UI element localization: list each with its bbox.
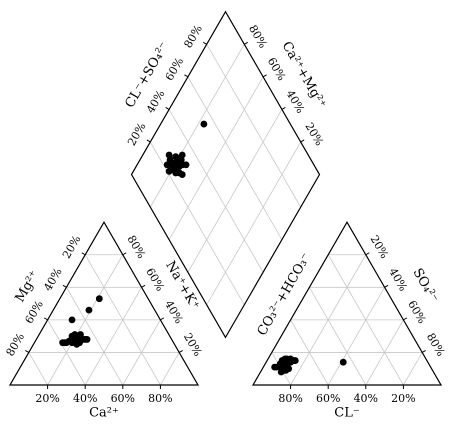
grid-line	[206, 44, 302, 208]
data-point	[178, 151, 186, 159]
tick-label: 20%	[181, 331, 204, 359]
tick-mark	[165, 106, 170, 110]
axis-title: CL⁻	[334, 406, 359, 421]
tick-label: 40%	[73, 392, 97, 405]
tick-label: 20%	[35, 392, 59, 405]
data-point	[85, 306, 93, 314]
grid-line	[206, 141, 302, 306]
axis-title: Ca²⁺	[89, 406, 119, 421]
tick-label: 80%	[278, 392, 302, 405]
tick-label: 80%	[148, 392, 172, 405]
tick-label: 40%	[354, 392, 378, 405]
tick-mark	[281, 106, 286, 110]
data-point	[281, 355, 289, 363]
tick-mark	[384, 284, 389, 288]
tick-mark	[184, 74, 189, 78]
tick-mark	[160, 317, 165, 321]
tick-mark	[202, 41, 207, 45]
tick-label: 60%	[316, 392, 340, 405]
grid-line	[168, 109, 264, 273]
data-point	[59, 339, 67, 347]
tick-label: 60%	[405, 298, 428, 326]
cation-triangle	[8, 220, 200, 386]
tick-mark	[122, 252, 127, 256]
data-point	[73, 340, 81, 348]
tick-label: 40%	[144, 88, 167, 116]
grid-line	[403, 352, 423, 386]
tick-mark	[421, 350, 426, 353]
data-point	[170, 159, 178, 167]
tick-mark	[81, 252, 86, 256]
tick-label: 80%	[4, 331, 27, 359]
grid-line	[160, 352, 180, 386]
tick-label: 60%	[111, 392, 135, 405]
tick-label: 20%	[302, 120, 325, 148]
data-point	[77, 331, 84, 338]
tick-mark	[365, 252, 370, 256]
grid-line	[187, 109, 283, 273]
data-point	[176, 163, 183, 170]
grid-line	[327, 287, 385, 386]
data-point	[165, 167, 173, 175]
tick-label: 40%	[386, 266, 409, 294]
tick-mark	[62, 284, 67, 288]
data-point	[95, 295, 103, 303]
tick-label: 80%	[124, 233, 147, 261]
grid-line	[187, 76, 283, 240]
grid-line	[149, 141, 245, 306]
grid-line	[84, 287, 142, 386]
data-point	[290, 357, 297, 364]
data-point	[280, 366, 288, 374]
tick-label: 80%	[182, 23, 205, 51]
grid-line	[66, 287, 124, 386]
data-point	[68, 316, 76, 324]
tick-mark	[244, 41, 249, 45]
tick-label: 20%	[60, 233, 83, 261]
tick-mark	[178, 350, 183, 353]
tick-label: 40%	[284, 88, 307, 116]
data-point	[172, 169, 180, 177]
tick-mark	[141, 284, 146, 288]
data-point	[178, 171, 186, 178]
axis-title: Mg²⁺	[13, 268, 43, 305]
grid-line	[149, 44, 245, 208]
tick-label: 40%	[41, 266, 64, 294]
tick-label: 20%	[391, 392, 415, 405]
tick-label: 40%	[162, 298, 185, 326]
tick-label: 20%	[367, 233, 390, 261]
data-point	[200, 120, 208, 128]
data-point	[71, 331, 79, 338]
diamond	[130, 10, 321, 339]
tick-label: 20%	[125, 120, 148, 148]
tick-mark	[262, 74, 267, 78]
data-point	[83, 336, 91, 343]
tick-label: 80%	[424, 331, 447, 359]
tick-label: 60%	[265, 55, 288, 83]
tick-mark	[403, 317, 408, 321]
tick-mark	[300, 139, 305, 143]
grid-line	[168, 76, 264, 240]
tick-mark	[43, 317, 48, 321]
grid-line	[309, 287, 367, 386]
tick-label: 80%	[246, 23, 269, 51]
tick-mark	[25, 350, 30, 353]
data-point	[271, 363, 279, 371]
data-point	[339, 358, 347, 366]
tick-mark	[146, 139, 151, 143]
tick-label: 60%	[143, 266, 166, 294]
tick-label: 60%	[163, 55, 186, 83]
data-point	[182, 161, 190, 169]
grid-line	[28, 352, 48, 386]
anion-triangle	[251, 220, 443, 386]
